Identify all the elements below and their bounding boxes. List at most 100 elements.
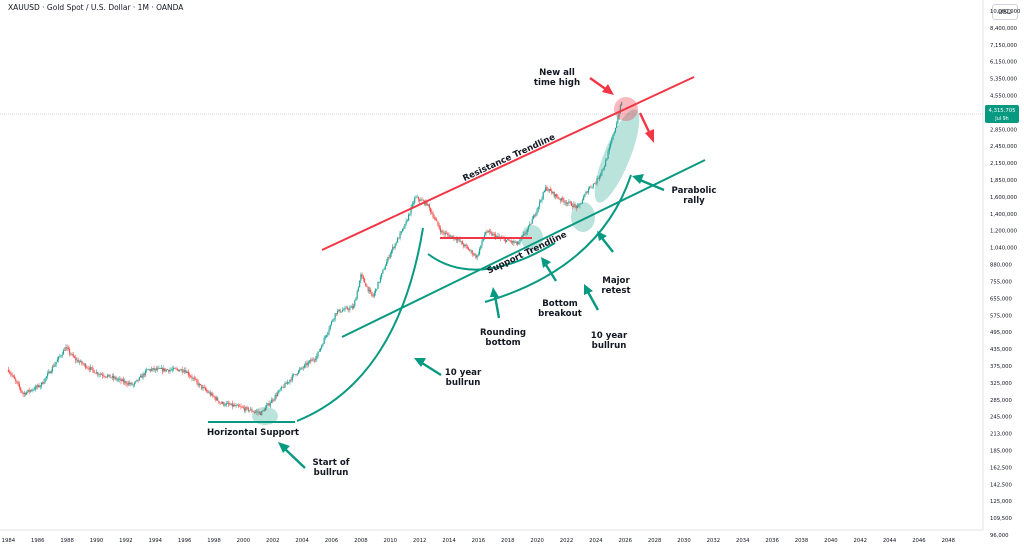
- price-tick-label: 1,600,000: [990, 195, 1018, 201]
- last-price-timer: Jul 9h: [994, 116, 1008, 122]
- candle-body: [78, 361, 80, 363]
- candle-body: [349, 307, 351, 310]
- candle-body: [223, 402, 225, 406]
- candle-body: [54, 364, 56, 367]
- candle-body: [449, 235, 451, 237]
- candle-body: [70, 353, 72, 355]
- candle-body: [560, 197, 563, 201]
- candle-body: [93, 369, 95, 373]
- candle-body: [195, 378, 197, 380]
- candle-body: [201, 384, 203, 389]
- candle-body: [305, 363, 307, 365]
- price-tick-label: 325,000: [990, 381, 1013, 387]
- candle-body: [10, 372, 12, 375]
- candle-body: [141, 375, 143, 378]
- candle-body: [595, 183, 597, 185]
- candle-body: [177, 369, 180, 372]
- candle-body: [554, 194, 557, 197]
- candle-body: [187, 371, 189, 375]
- price-tick-label: 575,000: [990, 313, 1013, 319]
- candle-body: [281, 387, 284, 388]
- candle-body: [119, 378, 121, 380]
- candle-body: [43, 382, 45, 384]
- candle-body: [509, 240, 511, 242]
- candle-body: [431, 212, 433, 214]
- candle-body: [450, 235, 453, 237]
- bullrun-start-highlight: [252, 407, 278, 425]
- candle-body: [179, 370, 181, 372]
- time-tick-label: 1988: [60, 538, 74, 544]
- candle-body: [174, 367, 176, 369]
- price-tick-label: 2,850,000: [990, 127, 1018, 133]
- candle-body: [136, 379, 138, 382]
- candle-body: [97, 372, 99, 375]
- candle-body: [241, 406, 243, 408]
- candle-body: [266, 405, 268, 408]
- candle-body: [120, 378, 122, 382]
- candle-body: [182, 371, 185, 373]
- candle-body: [521, 235, 524, 238]
- candle-body: [543, 190, 546, 193]
- candle-body: [32, 389, 34, 391]
- candle-body: [371, 292, 373, 296]
- candle-body: [556, 194, 558, 197]
- price-tick-label: 4,550,000: [990, 94, 1018, 100]
- candle-body: [142, 373, 144, 378]
- candle-body: [466, 246, 468, 248]
- candle-body: [162, 368, 164, 372]
- candle-body: [296, 373, 298, 375]
- candle-body: [297, 370, 300, 374]
- candle-body: [206, 389, 208, 392]
- candle-body: [548, 189, 550, 191]
- candle-body: [523, 233, 525, 236]
- retest-highlight: [571, 202, 595, 232]
- price-tick-label: 1,200,000: [990, 229, 1018, 235]
- price-axis[interactable]: 10,000,000 8,400,000 7,150,000 6,150,000 5,3…: [990, 9, 1021, 539]
- candle-body: [60, 355, 62, 357]
- candle-body: [328, 329, 330, 333]
- candle-body: [234, 405, 236, 407]
- candle-body: [94, 372, 96, 374]
- candle-body: [117, 379, 120, 380]
- time-tick-label: 1986: [31, 538, 45, 544]
- time-tick-label: 2006: [325, 538, 339, 544]
- candle-body: [239, 406, 241, 407]
- candle-body: [493, 233, 495, 235]
- candle-body: [12, 375, 14, 377]
- candle-body: [584, 194, 586, 197]
- price-tick-label: 7,150,000: [990, 43, 1018, 49]
- candle-body: [240, 406, 242, 408]
- candle-body: [434, 218, 437, 220]
- candle-body: [121, 379, 123, 382]
- candle-body: [39, 386, 41, 388]
- candle-body: [57, 356, 60, 360]
- candle-body: [489, 231, 492, 233]
- time-axis[interactable]: 1984 1986 1988 1990 1992 1994 1996 1998 2000 2002…: [2, 538, 956, 544]
- candle-body: [91, 367, 93, 368]
- candle-body: [354, 300, 356, 307]
- retest-label-line2: retest: [601, 286, 630, 296]
- candle-body: [591, 186, 593, 188]
- candle-body: [436, 219, 438, 222]
- candle-body: [516, 241, 519, 245]
- candle-body: [198, 384, 200, 386]
- candle-body: [337, 310, 339, 314]
- candle-body: [283, 387, 285, 388]
- resistance-trendline: [321, 76, 695, 251]
- currency-button[interactable]: USD: [992, 4, 1018, 20]
- candle-body: [398, 237, 400, 239]
- candle-body: [148, 369, 150, 370]
- candle-body: [324, 336, 326, 339]
- candle-body: [613, 132, 615, 135]
- candle-body: [81, 360, 83, 364]
- last-price-tag: 4,315.705 Jul 9h: [985, 105, 1019, 123]
- candle-body: [415, 196, 417, 198]
- candle-body: [308, 360, 311, 363]
- candle-body: [95, 372, 98, 374]
- candle-body: [253, 411, 255, 413]
- candle-body: [209, 392, 211, 396]
- candle-body: [11, 374, 13, 376]
- candle-body: [432, 213, 434, 218]
- candle-body: [552, 191, 554, 194]
